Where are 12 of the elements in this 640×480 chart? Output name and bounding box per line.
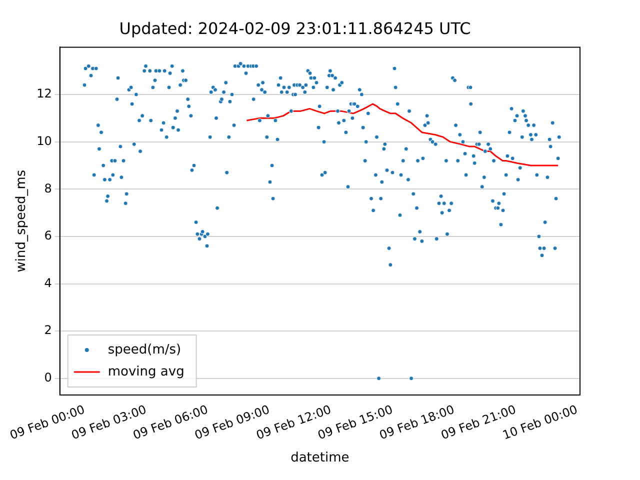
x-axis-title: datetime [290,450,350,466]
y-tick-label: 6 [44,228,52,243]
y-axis-title: wind_speed_ms [14,170,30,272]
y-tick-label: 10 [36,134,52,148]
legend-label: moving avg [108,364,184,380]
chart-title: Updated: 2024-02-09 23:01:11.864245 UTC [119,18,471,38]
legend-label: speed(m/s) [108,342,182,358]
y-tick-label: 4 [44,276,52,290]
y-tick-label: 8 [44,181,52,196]
y-tick-label: 0 [44,370,52,385]
y-tick-label: 2 [44,323,52,338]
y-tick-label: 12 [36,86,52,101]
